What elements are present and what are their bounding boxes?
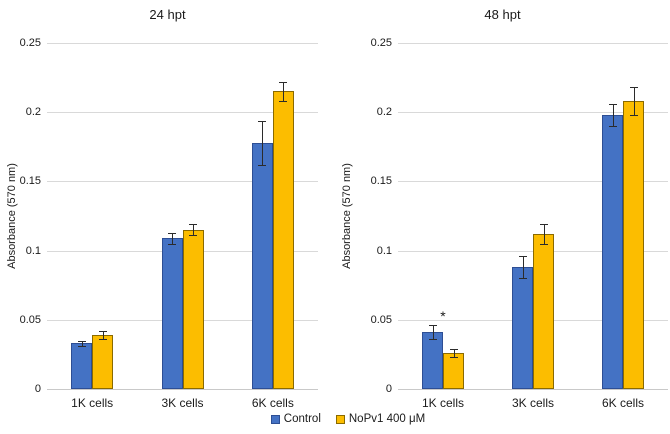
gridline — [47, 43, 318, 44]
error-bar-cap — [279, 101, 288, 103]
legend-swatch-icon — [270, 414, 280, 424]
gridline — [47, 112, 318, 113]
gridline — [398, 181, 668, 182]
bar-nopv1-3k-cells — [533, 233, 554, 389]
error-bar-cap — [98, 339, 107, 341]
error-bar — [453, 348, 455, 358]
bar-control-6k-cells — [602, 114, 623, 389]
bar-control-3k-cells — [161, 238, 183, 389]
chart-title: 48 hpt — [484, 7, 521, 22]
y-tick-label: 0.2 — [376, 106, 392, 119]
error-bar-cap — [168, 243, 176, 245]
y-tick-label: 0.25 — [370, 37, 392, 49]
error-bar — [283, 81, 285, 102]
error-bar-cap — [258, 120, 267, 122]
error-bar — [432, 325, 434, 340]
error-bar-cap — [629, 114, 638, 116]
chart-panel-24-hpt: 24 hpt Absorbance (570 nm) 0 0.05 0.1 0.15 0.2… — [6, 7, 318, 410]
significance-asterisk: * — [440, 308, 446, 325]
chart-title: 24 hpt — [149, 7, 186, 22]
error-bar-cap — [189, 235, 197, 237]
error-bar-cap — [539, 243, 548, 245]
y-tick-label: 0 — [34, 383, 41, 395]
gridline — [398, 112, 668, 113]
error-bar-cap — [518, 278, 527, 280]
category-label: 1K cells — [421, 396, 465, 410]
error-bar — [543, 224, 545, 244]
category-label: 6K cells — [251, 396, 294, 410]
legend: Control NoPv1 400 μM — [13, 413, 670, 425]
y-axis-label: Absorbance (570 nm) — [341, 163, 353, 269]
error-bar-cap — [428, 339, 437, 341]
legend-label: NoPv1 400 μM — [348, 413, 426, 425]
bar-control-3k-cells — [512, 267, 533, 389]
error-bar — [193, 224, 194, 236]
error-bar — [522, 256, 524, 279]
bar-control-1k-cells — [71, 343, 93, 389]
gridline — [398, 389, 668, 390]
error-bar-cap — [629, 87, 638, 89]
error-bar-cap — [279, 81, 288, 83]
error-bar-cap — [77, 346, 86, 348]
bar-nopv1-3k-cells — [182, 229, 204, 389]
error-bar — [102, 330, 104, 340]
error-bar — [612, 103, 614, 127]
error-bar-cap — [518, 256, 527, 258]
error-bar-cap — [77, 340, 86, 342]
error-bar-cap — [608, 103, 617, 105]
y-tick-label: 0 — [385, 383, 392, 395]
error-bar-cap — [168, 232, 176, 234]
category-label: 3K cells — [161, 396, 204, 410]
legend-label: Control — [283, 413, 321, 425]
y-tick-label: 0.2 — [25, 106, 41, 119]
bar-nopv1-1k-cells — [92, 335, 114, 389]
error-bar-cap — [189, 224, 197, 226]
gridline — [398, 43, 668, 44]
category-label: 6K cells — [601, 396, 645, 410]
legend-item-control: Control — [270, 413, 321, 425]
y-tick-label: 0.05 — [19, 313, 41, 326]
y-tick-label: 0.15 — [370, 175, 392, 188]
y-tick-label: 0.1 — [376, 244, 392, 257]
y-tick-label: 0.25 — [19, 37, 41, 49]
error-bar-cap — [449, 357, 458, 359]
y-tick-label: 0.15 — [19, 175, 41, 188]
error-bar — [172, 232, 173, 244]
error-bar — [633, 87, 635, 115]
chart-panel-48-hpt: 48 hpt Absorbance (570 nm) 0 0.05 0.1 0.15 0.2… — [335, 0, 670, 434]
bar-nopv1-6k-cells — [272, 91, 294, 389]
error-bar-cap — [608, 126, 617, 128]
legend-item-nopv1: NoPv1 400 μM — [335, 413, 426, 425]
y-tick-label: 0.1 — [25, 244, 41, 257]
error-bar-cap — [539, 224, 548, 226]
gridline — [47, 181, 318, 182]
error-bar — [262, 120, 264, 165]
bar-control-1k-cells — [422, 332, 443, 389]
error-bar-cap — [428, 325, 437, 327]
bar-nopv1-6k-cells — [623, 101, 644, 389]
error-bar-cap — [98, 330, 107, 332]
error-bar — [81, 340, 83, 347]
error-bar-cap — [258, 164, 267, 166]
category-label: 1K cells — [71, 396, 114, 410]
bar-control-6k-cells — [251, 142, 273, 389]
error-bar-cap — [449, 348, 458, 350]
gridline — [47, 389, 318, 390]
category-label: 3K cells — [511, 396, 555, 410]
bar-nopv1-1k-cells — [443, 353, 464, 389]
y-axis-label: Absorbance (570 nm) — [6, 163, 18, 269]
legend-swatch-icon — [335, 414, 345, 424]
y-tick-label: 0.05 — [370, 313, 392, 326]
